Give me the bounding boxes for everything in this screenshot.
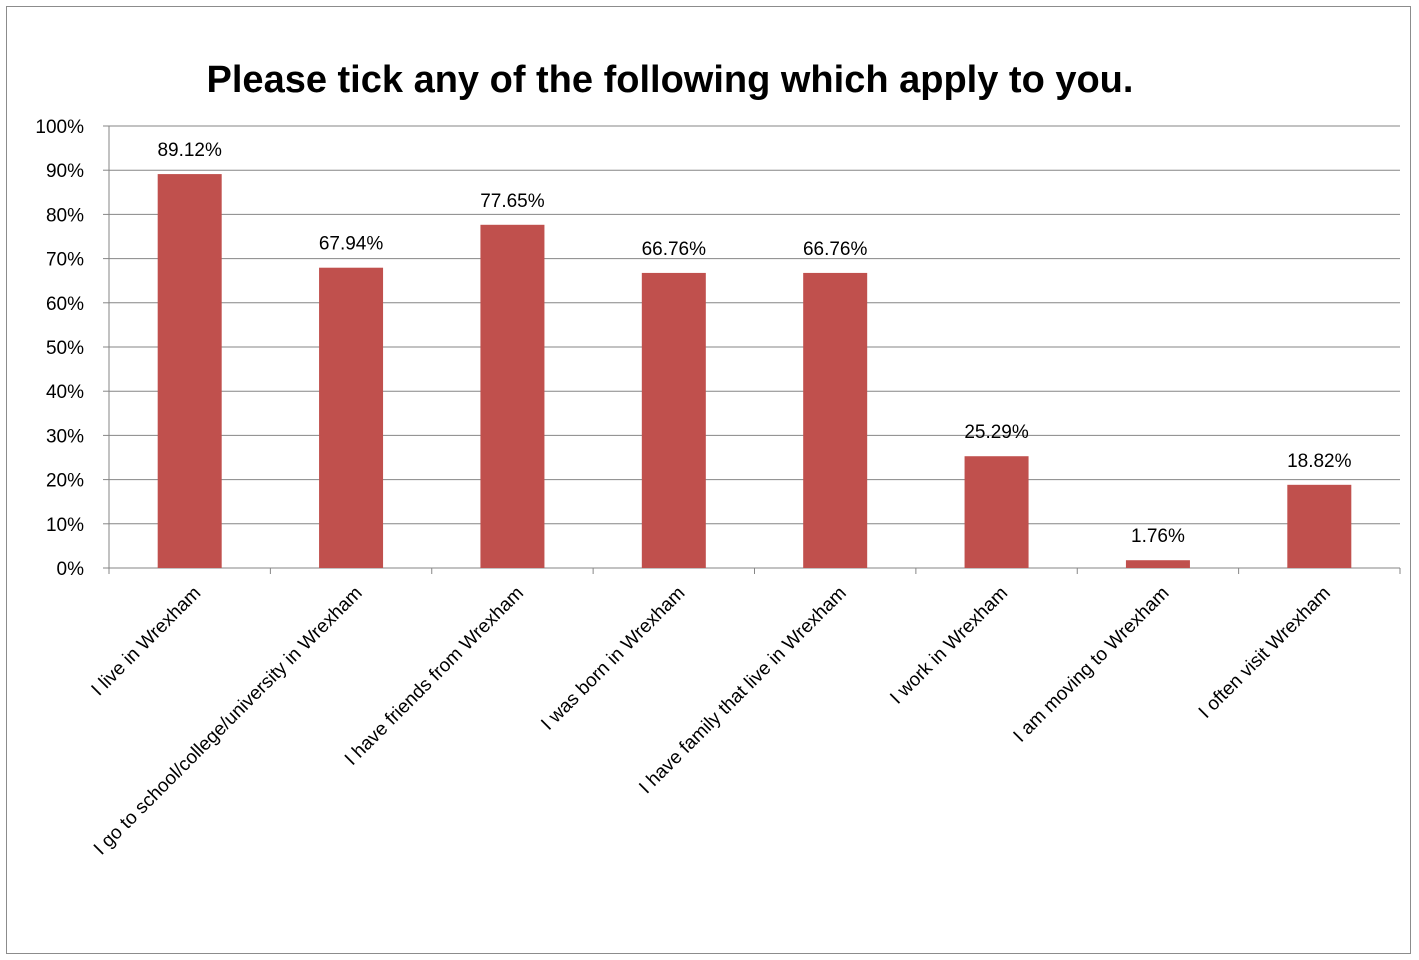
x-category-label: I live in Wrexham xyxy=(88,583,206,701)
bar xyxy=(1125,560,1190,568)
data-label: 25.29% xyxy=(964,422,1029,443)
data-label: 66.76% xyxy=(803,239,868,260)
data-label: 18.82% xyxy=(1287,451,1352,472)
y-tick-label: 100% xyxy=(35,117,84,138)
x-category-label: I go to school/college/university in Wre… xyxy=(90,583,367,860)
y-tick-label: 0% xyxy=(57,559,85,580)
axes xyxy=(103,125,1401,574)
chart-title: Please tick any of the following which a… xyxy=(207,59,1134,101)
data-label: 77.65% xyxy=(480,191,545,212)
y-tick-labels: 0% 10% 20% 30% 40% 50% 60% 70% 80% 90% 100% xyxy=(35,117,84,580)
y-tick-label: 70% xyxy=(46,250,84,271)
bar xyxy=(319,267,384,568)
bar xyxy=(803,272,868,568)
data-label: 66.76% xyxy=(642,239,707,260)
bar xyxy=(480,224,545,569)
gridlines xyxy=(109,125,1400,525)
y-tick-label: 40% xyxy=(46,382,84,403)
data-label: 67.94% xyxy=(319,234,384,255)
y-tick-label: 90% xyxy=(46,161,84,182)
x-category-label: I often visit Wrexham xyxy=(1195,583,1335,723)
y-tick-label: 20% xyxy=(46,471,84,492)
y-tick-label: 60% xyxy=(46,294,84,315)
data-label: 89.12% xyxy=(157,140,222,161)
bar xyxy=(641,272,706,568)
bars xyxy=(157,174,1352,569)
x-category-label: I was born in Wrexham xyxy=(537,583,689,735)
x-category-label: I work in Wrexham xyxy=(886,583,1012,709)
y-tick-label: 30% xyxy=(46,426,84,447)
data-labels: 89.12% 67.94% 77.65% 66.76% 66.76% 25.29% 1.76… xyxy=(157,140,1351,547)
x-category-label: I have friends from Wrexham xyxy=(341,583,528,770)
x-category-label: I am moving to Wrexham xyxy=(1010,583,1174,747)
y-tick-label: 10% xyxy=(46,515,84,536)
bar xyxy=(964,456,1029,568)
y-tick-label: 80% xyxy=(46,205,84,226)
bar xyxy=(157,174,222,568)
bar xyxy=(1287,484,1352,568)
y-tick-label: 50% xyxy=(46,338,84,359)
data-label: 1.76% xyxy=(1131,526,1185,547)
